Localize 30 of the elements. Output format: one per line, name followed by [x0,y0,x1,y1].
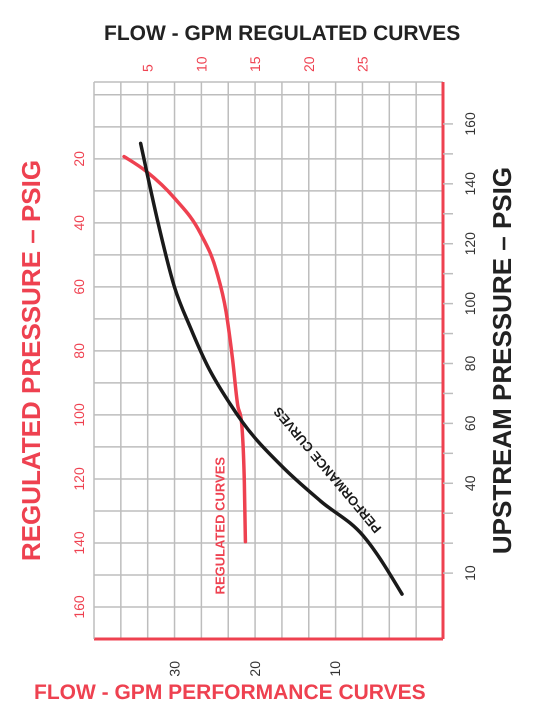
y-tick-label: 120 [71,467,87,491]
x2-tick-label: 10 [193,56,210,72]
y-tick-label: 100 [71,403,87,427]
x2-tick-label: 5 [140,64,156,72]
y2-tick-label: 100 [462,292,478,316]
y2-tick-label: 10 [462,565,478,581]
x2-tick-label: 15 [247,56,264,72]
line-series [138,142,404,596]
y-tick-label: 20 [71,150,87,167]
x2-tick-label: 25 [354,56,370,72]
y-tick-label: 40 [71,214,87,231]
x-axis-title: FLOW - GPM PERFORMANCE CURVES [34,681,426,704]
x-tick-label: 20 [246,660,263,677]
x-tick-label: 10 [327,660,344,677]
y-tick-label: 60 [71,278,87,295]
y2-tick-label: 40 [462,475,478,492]
y2-tick-label: 160 [462,112,478,136]
y2-axis-title: UPSTREAM PRESSURE – PSIG [487,166,517,554]
y2-tick-label: 120 [462,232,478,256]
y-axis-title: REGULATED PRESSURE – PSIG [16,160,46,562]
y2-tick-label: 80 [462,356,478,372]
y-tick-label: 160 [71,595,87,619]
y-tick-label: 140 [71,531,87,555]
text: REGULATED CURVES [212,456,228,594]
x2-axis-title: FLOW - GPM REGULATED CURVES [104,22,460,45]
y2-tick-label: 140 [462,172,478,196]
y-tick-label: 80 [71,342,87,359]
y2-tick-label: 60 [462,415,478,432]
x-tick-label: 30 [166,660,182,677]
x2-tick-label: 20 [300,56,317,72]
